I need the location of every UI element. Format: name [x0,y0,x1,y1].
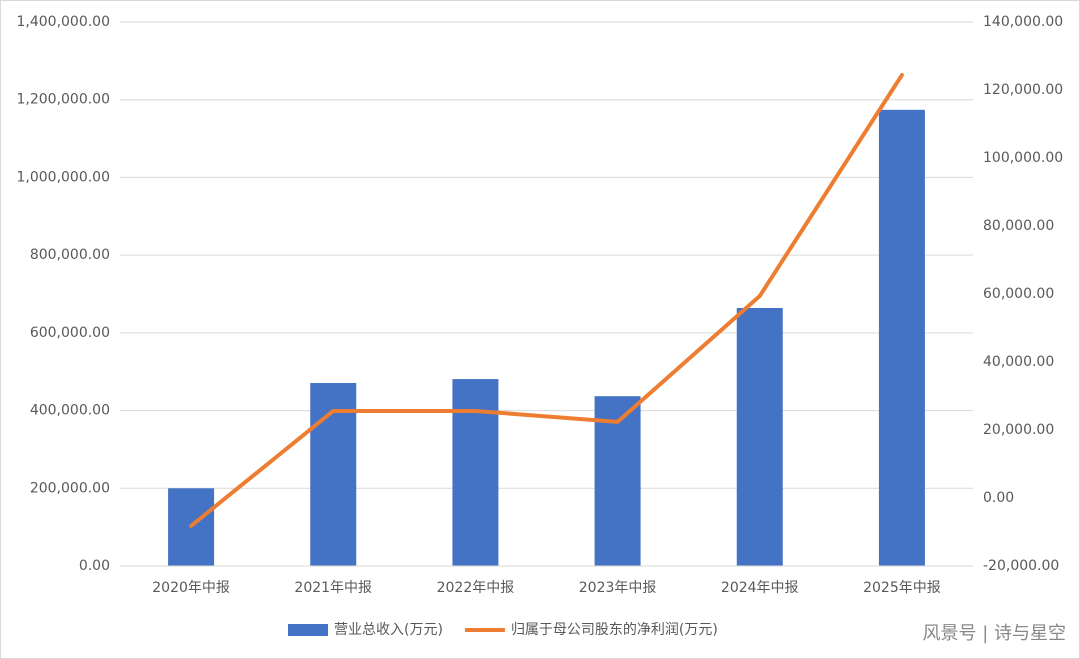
legend-label: 营业总收入(万元) [334,622,443,638]
bar [594,396,641,566]
x-tick-label: 2020年中报 [152,580,230,596]
y-tick-label: 400,000.00 [30,403,110,419]
y2-tick-label: 140,000.00 [983,14,1063,30]
y-tick-label: 1,000,000.00 [16,169,110,185]
y-tick-label: 0.00 [79,558,110,574]
bar [736,307,783,566]
line [189,73,904,528]
y-tick-label: 200,000.00 [30,480,110,496]
x-tick-label: 2022年中报 [437,580,515,596]
y-tick-label: 600,000.00 [30,325,110,341]
legend-label: 归属于母公司股东的净利润(万元) [511,621,718,638]
y-tick-label: 800,000.00 [30,247,110,263]
x-tick-label: 2024年中报 [721,580,799,596]
y-tick-label: 1,400,000.00 [16,14,110,30]
y2-tick-label: 100,000.00 [983,150,1063,166]
y2-tick-label: 120,000.00 [983,82,1063,98]
y2-tick-label: -20,000.00 [983,558,1059,574]
bar [452,379,499,566]
y-tick-label: 1,200,000.00 [16,92,110,108]
y2-tick-label: 20,000.00 [983,422,1054,438]
x-tick-label: 2025年中报 [863,580,941,596]
bar [878,109,925,567]
y2-tick-label: 80,000.00 [983,218,1054,234]
y2-tick-label: 0.00 [983,490,1014,506]
y2-tick-label: 40,000.00 [983,354,1054,370]
legend-swatch [288,624,328,636]
watermark: 风景号 | 诗与星空 [922,623,1066,644]
y2-tick-label: 60,000.00 [983,286,1054,302]
x-tick-label: 2021年中报 [294,580,372,596]
x-tick-label: 2023年中报 [579,580,657,596]
